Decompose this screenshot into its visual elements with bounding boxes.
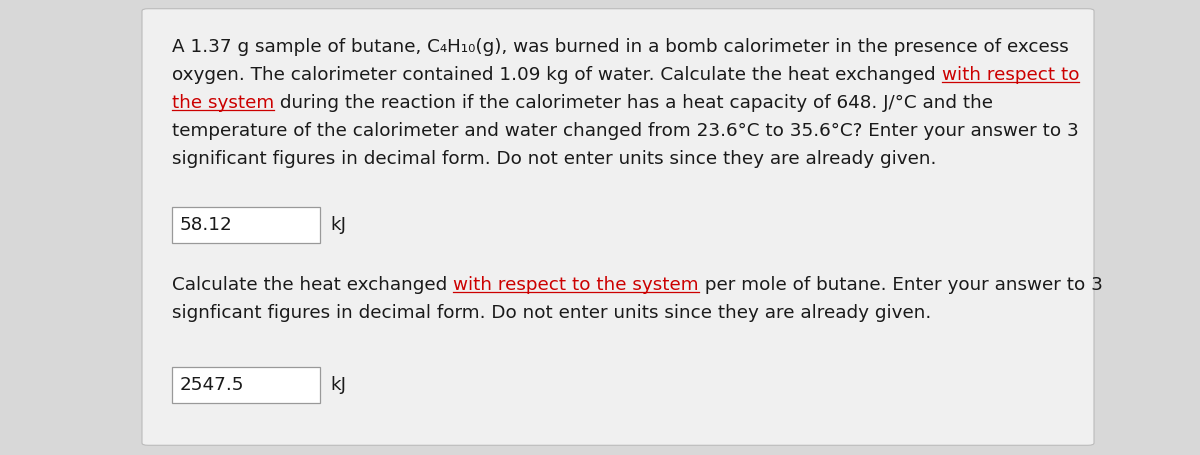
Text: temperature of the calorimeter and water changed from 23.6°C to 35.6°C? Enter yo: temperature of the calorimeter and water… xyxy=(172,122,1079,140)
Text: oxygen. The calorimeter contained 1.09 kg of water. Calculate the heat exchanged: oxygen. The calorimeter contained 1.09 k… xyxy=(172,66,942,84)
Text: significant figures in decimal form. Do not enter units since they are already g: significant figures in decimal form. Do … xyxy=(172,150,936,167)
Text: during the reaction if the calorimeter has a heat capacity of 648. J/°C and the: during the reaction if the calorimeter h… xyxy=(275,94,994,112)
Text: kJ: kJ xyxy=(330,216,346,233)
Text: with respect to: with respect to xyxy=(942,66,1079,84)
Text: signficant figures in decimal form. Do not enter units since they are already gi: signficant figures in decimal form. Do n… xyxy=(172,303,931,321)
Text: per mole of butane. Enter your answer to 3: per mole of butane. Enter your answer to… xyxy=(698,275,1103,293)
Text: the system: the system xyxy=(172,94,275,112)
Text: 58.12: 58.12 xyxy=(180,216,233,233)
Text: 2547.5: 2547.5 xyxy=(180,375,245,393)
Text: kJ: kJ xyxy=(330,375,346,393)
Text: A 1.37 g sample of butane, C₄H₁₀(g), was burned in a bomb calorimeter in the pre: A 1.37 g sample of butane, C₄H₁₀(g), was… xyxy=(172,38,1069,56)
Text: Calculate the heat exchanged: Calculate the heat exchanged xyxy=(172,275,454,293)
Text: with respect to the system: with respect to the system xyxy=(454,275,698,293)
